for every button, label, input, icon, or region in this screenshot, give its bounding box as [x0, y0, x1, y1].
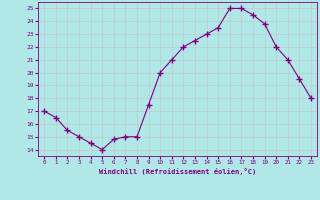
X-axis label: Windchill (Refroidissement éolien,°C): Windchill (Refroidissement éolien,°C) [99, 168, 256, 175]
